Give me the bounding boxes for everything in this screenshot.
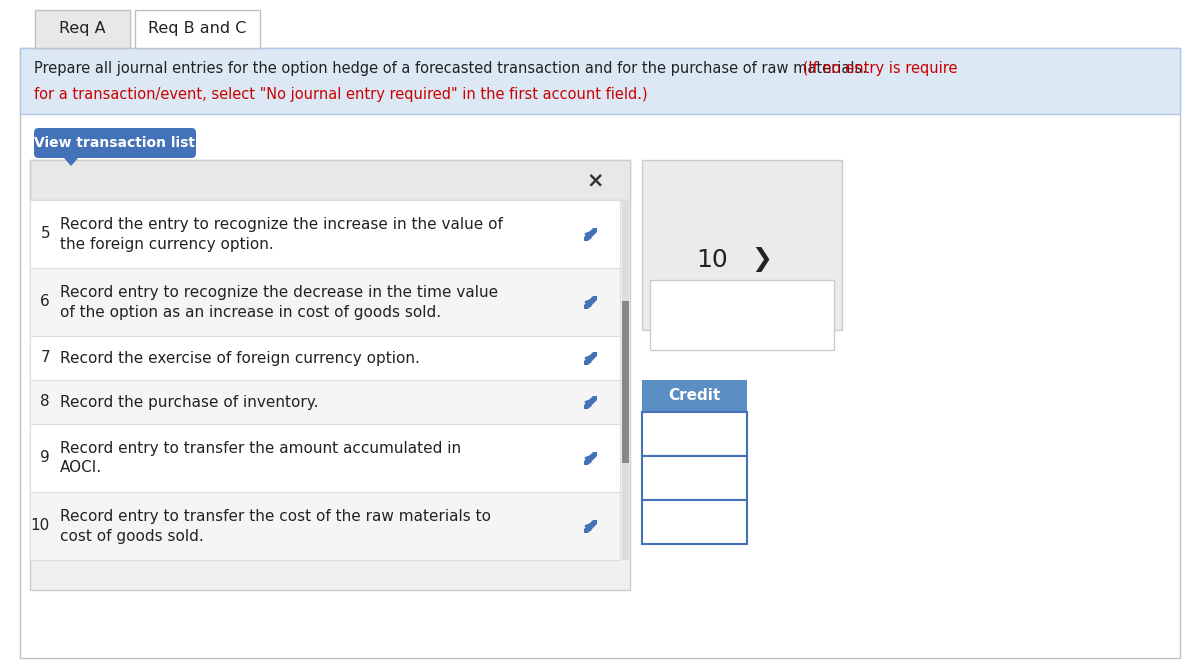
Text: Record the entry to recognize the increase in the value of: Record the entry to recognize the increa…	[60, 217, 503, 231]
Bar	[30, 424, 620, 492]
Text: 9: 9	[41, 450, 50, 466]
Text: ❯: ❯	[751, 247, 773, 273]
Bar	[650, 280, 834, 350]
Polygon shape	[584, 352, 598, 365]
Bar	[30, 268, 620, 336]
Bar	[642, 412, 746, 456]
Bar	[30, 336, 620, 380]
Text: 6: 6	[41, 295, 50, 309]
Polygon shape	[584, 452, 598, 465]
Bar	[30, 380, 620, 424]
Polygon shape	[64, 158, 78, 166]
Bar	[30, 160, 630, 590]
Text: Req A: Req A	[59, 21, 106, 37]
Text: Record entry to transfer the amount accumulated in: Record entry to transfer the amount accu…	[60, 440, 461, 456]
Text: 10: 10	[696, 248, 728, 272]
Text: 5: 5	[41, 227, 50, 241]
Text: AOCI.: AOCI.	[60, 460, 102, 476]
Bar	[642, 500, 746, 544]
Text: for a transaction/event, select "No journal entry required" in the first account: for a transaction/event, select "No jour…	[34, 87, 648, 101]
Polygon shape	[584, 396, 598, 409]
FancyBboxPatch shape	[34, 128, 196, 158]
Text: View transaction list: View transaction list	[35, 136, 196, 150]
Bar	[20, 48, 1180, 114]
Text: Record the exercise of foreign currency option.: Record the exercise of foreign currency …	[60, 350, 420, 366]
Bar	[30, 492, 620, 560]
Text: 10: 10	[31, 518, 50, 534]
Text: 8: 8	[41, 394, 50, 410]
Text: cost of goods sold.: cost of goods sold.	[60, 528, 204, 544]
Text: 7: 7	[41, 350, 50, 366]
Text: Req B and C: Req B and C	[149, 21, 247, 37]
Text: (If no entry is require: (If no entry is require	[798, 61, 958, 75]
Bar	[622, 200, 629, 560]
Bar	[642, 160, 842, 330]
Text: the foreign currency option.: the foreign currency option.	[60, 237, 274, 251]
Bar	[30, 160, 630, 200]
Text: Prepare all journal entries for the option hedge of a forecasted transaction and: Prepare all journal entries for the opti…	[34, 61, 866, 75]
Polygon shape	[584, 296, 598, 309]
Polygon shape	[584, 228, 598, 241]
Bar	[30, 200, 620, 268]
Polygon shape	[584, 520, 598, 533]
Text: Credit: Credit	[668, 388, 721, 404]
Text: ×: ×	[587, 170, 604, 190]
Text: of the option as an increase in cost of goods sold.: of the option as an increase in cost of …	[60, 305, 442, 319]
Bar	[622, 301, 629, 463]
Text: Record entry to recognize the decrease in the time value: Record entry to recognize the decrease i…	[60, 285, 498, 299]
Text: Record the purchase of inventory.: Record the purchase of inventory.	[60, 394, 318, 410]
Bar	[35, 10, 130, 48]
Bar	[642, 456, 746, 500]
Bar	[642, 380, 746, 412]
Bar	[134, 10, 260, 48]
Text: Record entry to transfer the cost of the raw materials to: Record entry to transfer the cost of the…	[60, 508, 491, 524]
